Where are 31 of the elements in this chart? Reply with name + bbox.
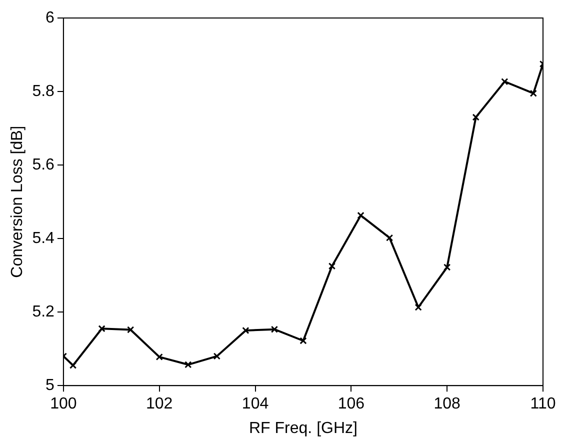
x-axis-title: RF Freq. [GHz]	[248, 420, 358, 437]
point	[127, 326, 134, 334]
y-tick-label: 5	[46, 377, 55, 394]
x-tick-label: 104	[242, 396, 269, 413]
x-tick-label: 110	[530, 396, 556, 413]
point	[328, 262, 336, 270]
x-tick-label: 102	[146, 396, 173, 413]
point	[156, 353, 163, 361]
point	[184, 361, 192, 368]
x-tick-label: 108	[434, 396, 461, 413]
point	[444, 264, 451, 271]
y-tick-label: 5.2	[32, 303, 55, 320]
point	[213, 352, 220, 360]
y-tick-label: 6	[46, 9, 55, 26]
y-tick-label: 5.4	[32, 230, 55, 247]
point	[98, 325, 106, 332]
point	[270, 326, 278, 333]
point	[501, 78, 508, 86]
point	[300, 337, 307, 344]
point	[472, 114, 480, 121]
x-tick-label: 106	[338, 396, 365, 413]
point	[414, 304, 422, 311]
point	[242, 326, 250, 334]
point	[357, 212, 364, 219]
x-tick-label: 100	[50, 396, 77, 413]
point	[69, 362, 77, 369]
y-tick-label: 5.8	[32, 82, 55, 100]
point	[530, 90, 537, 97]
point	[386, 234, 394, 242]
y-tick-label: 5.6	[32, 156, 55, 174]
y-axis-title: Conversion Loss [dB]	[9, 126, 26, 278]
